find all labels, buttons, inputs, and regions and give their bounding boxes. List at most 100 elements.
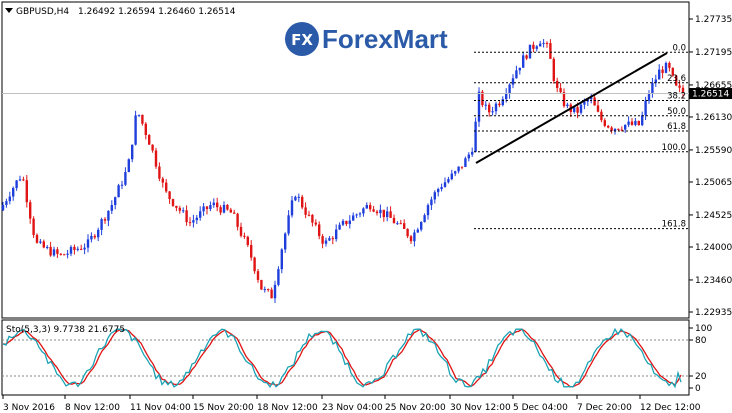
- price-tick-label: 1.26655: [695, 81, 732, 91]
- candle-body: [216, 202, 219, 208]
- candle-body: [399, 223, 402, 225]
- candle-body: [389, 211, 392, 218]
- candle-body: [80, 248, 83, 250]
- candle-body: [590, 97, 593, 100]
- candle-body: [352, 215, 355, 221]
- fibonacci-retracement[interactable]: 0.0 23.6 38.2 50.0 61.8 100.0 161.8: [474, 43, 689, 230]
- time-tick-label: 23 Nov 04:00: [322, 403, 383, 413]
- time-axis[interactable]: 3 Nov 2016 8 Nov 12:00 11 Nov 04:00 15 Nov …: [2, 395, 701, 413]
- stochastic-signal-line: [2, 328, 682, 388]
- candle-body: [294, 196, 297, 201]
- stochastic-panel[interactable]: [1, 319, 690, 396]
- candle-body: [97, 229, 100, 238]
- time-tick-label: 30 Nov 12:00: [450, 403, 511, 413]
- candle-body: [522, 55, 525, 68]
- candle-body: [654, 79, 657, 83]
- candle-body: [508, 84, 511, 94]
- candle-body: [491, 111, 494, 113]
- candle-body: [545, 42, 549, 44]
- candle-body: [144, 123, 147, 136]
- candle-body: [29, 202, 32, 219]
- candle-body: [314, 222, 317, 225]
- candle-body: [416, 229, 419, 233]
- time-tick-label: 15 Nov 20:00: [193, 403, 254, 413]
- candle-body: [117, 185, 120, 198]
- candle-body: [634, 120, 637, 125]
- candle-body: [93, 235, 96, 238]
- candle-body: [219, 207, 222, 213]
- candle-body: [593, 97, 596, 106]
- candle-body: [110, 205, 113, 211]
- ohlc-values: 1.26492 1.26594 1.26460 1.26514: [78, 7, 236, 17]
- candle-body: [566, 104, 569, 107]
- candle-body: [1, 204, 5, 211]
- candle-body: [341, 220, 345, 225]
- candle-body: [86, 239, 90, 248]
- dropdown-triangle-icon[interactable]: [5, 8, 13, 13]
- price-axis[interactable]: 1.27735 1.27195 1.26655 1.26130 1.25590 1.250…: [689, 15, 732, 318]
- candle-body: [661, 69, 664, 73]
- candle-body: [158, 166, 161, 179]
- candle-body: [73, 246, 76, 250]
- candle-body: [675, 75, 678, 86]
- candle-body: [617, 128, 620, 130]
- candle-body: [103, 219, 107, 221]
- candle-body: [270, 289, 273, 299]
- candle-body: [396, 223, 399, 225]
- candle-body: [501, 99, 504, 106]
- candle-body: [233, 212, 236, 214]
- stochastic-tick-label: 80: [695, 336, 707, 346]
- candle-body: [46, 246, 49, 248]
- candle-body: [304, 207, 307, 215]
- candle-body: [481, 91, 484, 106]
- candle-body: [324, 240, 328, 244]
- candle-body: [437, 189, 440, 193]
- fibo-level-label: 23.6: [667, 74, 686, 84]
- candle-body: [658, 69, 661, 80]
- candle-body: [290, 200, 294, 216]
- candle-body: [532, 44, 535, 49]
- candle-body: [32, 218, 35, 235]
- candle-body: [372, 209, 375, 212]
- stochastic-tick-label: 0: [695, 384, 701, 394]
- candle-body: [148, 135, 151, 145]
- candle-body: [297, 196, 300, 198]
- candle-body: [409, 236, 413, 242]
- candle-body: [256, 271, 260, 280]
- candle-body: [664, 62, 668, 73]
- svg-text:FX: FX: [291, 31, 313, 49]
- candle-body: [35, 234, 39, 243]
- candle-body: [365, 205, 368, 209]
- stochastic-tick-label: 100: [695, 324, 712, 334]
- candle-body: [576, 107, 579, 113]
- candle-body: [328, 238, 331, 241]
- candle-body: [127, 159, 130, 173]
- price-panel[interactable]: [1, 1, 690, 319]
- candle-body: [280, 249, 283, 270]
- candle-body: [620, 129, 623, 131]
- candle-body: [199, 211, 202, 218]
- candle-body: [603, 120, 606, 126]
- price-tick-label: 1.24525: [695, 211, 732, 221]
- candle-body: [358, 213, 362, 215]
- candle-body: [430, 199, 433, 206]
- candle-body: [8, 196, 11, 202]
- candle-body: [273, 284, 277, 299]
- candlestick-series: [1, 39, 685, 303]
- candle-body: [505, 93, 508, 100]
- candle-body: [151, 144, 154, 151]
- candle-body: [307, 214, 311, 216]
- candle-body: [260, 279, 263, 290]
- candle-body: [671, 67, 674, 76]
- candle-body: [83, 247, 86, 250]
- candle-body: [236, 213, 239, 227]
- candle-body: [494, 103, 498, 112]
- candle-body: [141, 114, 144, 124]
- candle-body: [348, 220, 351, 225]
- candle-body: [477, 91, 481, 122]
- candle-body: [12, 188, 15, 197]
- candle-body: [539, 43, 542, 47]
- trendline[interactable]: [475, 52, 668, 164]
- stochastic-axis: 100 80 20 0: [689, 324, 712, 394]
